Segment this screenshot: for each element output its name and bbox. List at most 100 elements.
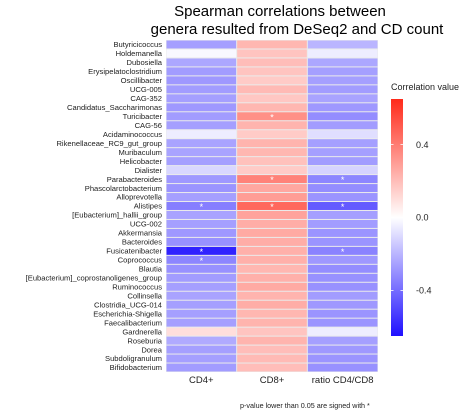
heatmap-cell (166, 94, 237, 103)
heatmap-cell (307, 291, 378, 300)
heatmap-cell (237, 193, 307, 202)
heatmap-cell (166, 112, 237, 121)
heatmap-cell (237, 112, 307, 121)
significance-star: * (200, 256, 204, 266)
heatmap-cell (237, 40, 307, 49)
heatmap-cell (307, 193, 378, 202)
significance-star: * (270, 175, 274, 185)
heatmap-cell (166, 130, 237, 139)
heatmap-cell (237, 219, 307, 228)
row-labels: ButyricicoccusHoldemanellaDubosiellaErys… (26, 40, 163, 372)
row-label: UCG-005 (130, 85, 162, 94)
heatmap-cell (166, 309, 237, 318)
heatmap-cell (166, 175, 237, 184)
heatmap-cell (237, 309, 307, 318)
heatmap-cell (166, 363, 237, 372)
heatmap-cell (237, 121, 307, 130)
heatmap-cell (166, 210, 237, 219)
heatmap-cell (166, 148, 237, 157)
heatmap-cell (166, 336, 237, 345)
heatmap-cell (237, 246, 307, 255)
heatmap-cell (237, 327, 307, 336)
row-label: Coprococcus (118, 256, 163, 265)
heatmap-cell (307, 40, 378, 49)
heatmap-cell (307, 264, 378, 273)
heatmap-cell (166, 166, 237, 175)
significance-star: * (200, 247, 204, 257)
heatmap-cell (307, 327, 378, 336)
heatmap-cell (166, 76, 237, 85)
heatmap-cell (166, 85, 237, 94)
heatmap-cell (166, 237, 237, 246)
heatmap-cell (166, 327, 237, 336)
significance-star: * (270, 202, 274, 212)
heatmap-cell (166, 139, 237, 148)
heatmap-cell (166, 282, 237, 291)
heatmap-cell (166, 300, 237, 309)
heatmap-cell (166, 273, 237, 282)
heatmap-cell (166, 228, 237, 237)
heatmap-cell (237, 139, 307, 148)
heatmap-cell (307, 219, 378, 228)
heatmap-cell (237, 282, 307, 291)
heatmap-cells (166, 40, 378, 372)
heatmap-cell (166, 157, 237, 166)
heatmap-cell (166, 103, 237, 112)
heatmap-cell (237, 166, 307, 175)
heatmap-cell (237, 94, 307, 103)
row-label: Holdemanella (116, 49, 163, 58)
column-label: CD8+ (260, 375, 285, 386)
heatmap-cell (307, 148, 378, 157)
heatmap-cell (166, 264, 237, 273)
column-label: CD4+ (189, 375, 214, 386)
heatmap-cell (166, 49, 237, 58)
row-label: Gardnerella (122, 327, 162, 336)
heatmap-cell (307, 103, 378, 112)
heatmap-cell (307, 49, 378, 58)
row-label: [Eubacterium]_coprostanoligenes_group (26, 273, 162, 282)
row-label: Helicobacter (120, 157, 163, 166)
heatmap-cell (307, 202, 378, 210)
heatmap-cell (237, 336, 307, 345)
row-label: CAG-352 (130, 94, 162, 103)
footnote: p-value lower than 0.05 are signed with … (240, 401, 370, 410)
heatmap-cell (307, 85, 378, 94)
significance-star: * (341, 175, 345, 185)
row-label: Subdoligranulum (105, 354, 162, 363)
row-label: Faecalibacterium (104, 318, 162, 327)
row-label: Alloprevotella (116, 193, 162, 202)
heatmap-cell (237, 318, 307, 327)
heatmap-cell (166, 291, 237, 300)
heatmap-cell (166, 40, 237, 49)
heatmap-cell (237, 210, 307, 219)
row-label: Akkermansia (118, 229, 163, 238)
row-label: Blautia (139, 265, 163, 274)
heatmap-cell (237, 157, 307, 166)
heatmap-cell (237, 49, 307, 58)
heatmap-cell (166, 255, 237, 264)
heatmap-cell (307, 300, 378, 309)
row-label: Alistipes (134, 202, 162, 211)
row-label: Ruminococcus (112, 282, 162, 291)
row-label: Butyricicoccus (113, 40, 162, 49)
heatmap-cell (307, 273, 378, 282)
heatmap-cell (307, 336, 378, 345)
heatmap-cell (307, 228, 378, 237)
heatmap-cell (307, 166, 378, 175)
heatmap-cell (237, 273, 307, 282)
column-labels: CD4+ CD8+ ratio CD4/CD8 (189, 375, 374, 386)
legend-title: Correlation value (391, 82, 459, 92)
significance-markers: ** ** * ** ** (200, 112, 345, 266)
row-label: UCG-002 (130, 220, 162, 229)
heatmap-cell (166, 184, 237, 193)
row-label: Erysipelatoclostridium (88, 67, 162, 76)
row-label: Candidatus_Saccharimonas (67, 103, 162, 112)
heatmap-cell (166, 202, 237, 210)
heatmap-cell (237, 255, 307, 264)
significance-star: * (341, 202, 345, 212)
legend-tick-label: 0.4 (416, 140, 429, 150)
heatmap-cell (307, 363, 378, 372)
significance-star: * (341, 247, 345, 257)
legend-tick-label: -0.4 (416, 286, 432, 296)
heatmap-cell (307, 318, 378, 327)
